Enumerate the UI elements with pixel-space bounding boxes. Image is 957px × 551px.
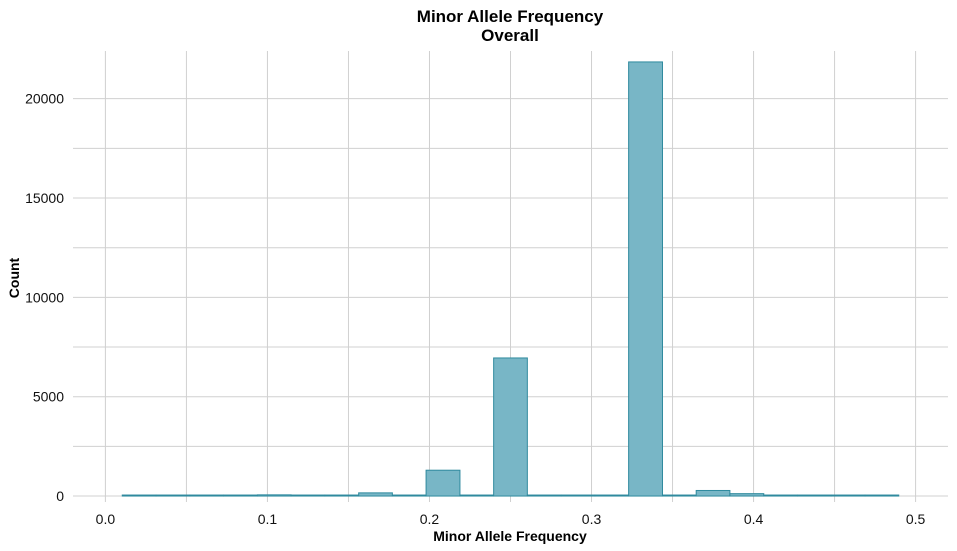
x-tick-label: 0.0 — [96, 511, 116, 527]
histogram-bar — [526, 494, 562, 497]
histogram-bar — [796, 494, 832, 497]
y-tick-label: 5000 — [33, 389, 64, 405]
histogram-bar — [223, 494, 258, 497]
bars — [121, 61, 900, 497]
y-tick-label: 15000 — [25, 190, 64, 206]
x-tick-label: 0.3 — [582, 511, 602, 527]
x-tick-label: 0.5 — [906, 511, 926, 527]
histogram-bar — [290, 494, 326, 497]
histogram-bar — [324, 494, 360, 497]
histogram-bar — [560, 494, 596, 497]
histogram-bar — [729, 493, 765, 497]
histogram-bar — [493, 357, 528, 497]
y-tick-label: 0 — [56, 488, 64, 504]
histogram-bar — [594, 494, 630, 497]
histogram-bar — [358, 492, 393, 497]
chart-subtitle: Overall — [481, 26, 539, 45]
y-tick-label: 10000 — [25, 289, 64, 305]
x-tick-label: 0.2 — [420, 511, 440, 527]
x-axis-title: Minor Allele Frequency — [433, 528, 587, 544]
x-tick-label: 0.1 — [258, 511, 278, 527]
histogram-bar — [830, 494, 866, 497]
histogram-bar — [256, 494, 292, 497]
histogram-bar — [189, 494, 225, 497]
x-tick-label: 0.4 — [744, 511, 764, 527]
histogram-bar — [391, 494, 427, 497]
histogram-bar — [763, 494, 798, 497]
histogram-bar — [459, 494, 495, 497]
x-axis-tick-labels: 0.0 0.1 0.2 0.3 0.4 0.5 — [96, 511, 926, 527]
chart-title: Minor Allele Frequency — [417, 7, 604, 26]
y-tick-label: 20000 — [25, 91, 64, 107]
grid — [73, 51, 948, 502]
histogram-bar — [661, 494, 697, 497]
histogram-bar — [425, 469, 461, 497]
histogram-bar — [628, 61, 663, 497]
histogram-bar — [155, 494, 191, 497]
histogram-bar — [695, 489, 731, 497]
y-axis-title: Count — [6, 257, 22, 298]
histogram-bar — [121, 494, 157, 497]
y-axis-tick-labels: 0 5000 10000 15000 20000 — [25, 91, 64, 504]
histogram-bar — [864, 494, 900, 497]
